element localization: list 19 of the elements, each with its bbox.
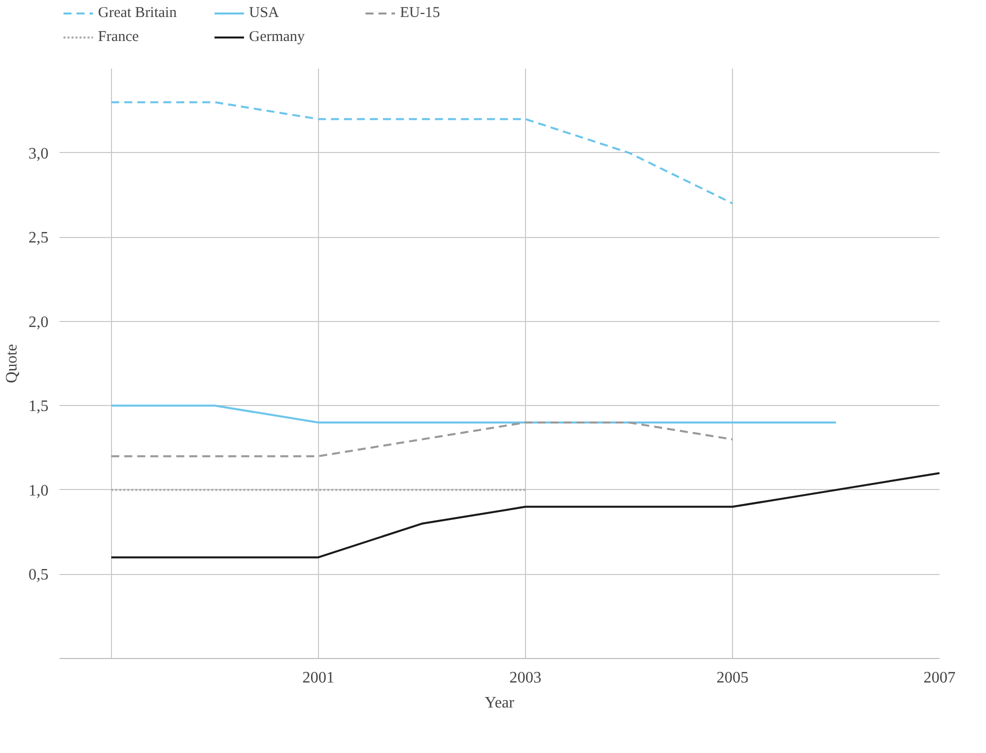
legend-label: France bbox=[98, 28, 140, 46]
y-tick-label: 3,0 bbox=[28, 145, 48, 162]
y-tick-label: 2,0 bbox=[28, 314, 48, 331]
y-axis-title: Quote bbox=[4, 344, 20, 384]
x-tick-label: 2005 bbox=[716, 670, 748, 686]
line-series bbox=[110, 101, 734, 204]
x-axis-title: Year bbox=[484, 694, 515, 712]
y-tick-label: 1,0 bbox=[28, 482, 48, 500]
y-tick-label: 0,5 bbox=[28, 566, 48, 584]
y-tick-label: 2,5 bbox=[28, 230, 48, 247]
legend-label: EU-15 bbox=[400, 4, 441, 22]
x-tick-label: 2001 bbox=[302, 670, 334, 686]
legend-label: Germany bbox=[249, 28, 306, 46]
x-tick-label: 2007 bbox=[924, 670, 956, 686]
x-tick-label: 2003 bbox=[509, 670, 542, 686]
legend-label: USA bbox=[249, 4, 280, 22]
y-tick-label: 1,5 bbox=[28, 398, 48, 416]
legend-label: Great Britain bbox=[98, 4, 178, 22]
line-series bbox=[110, 472, 940, 558]
